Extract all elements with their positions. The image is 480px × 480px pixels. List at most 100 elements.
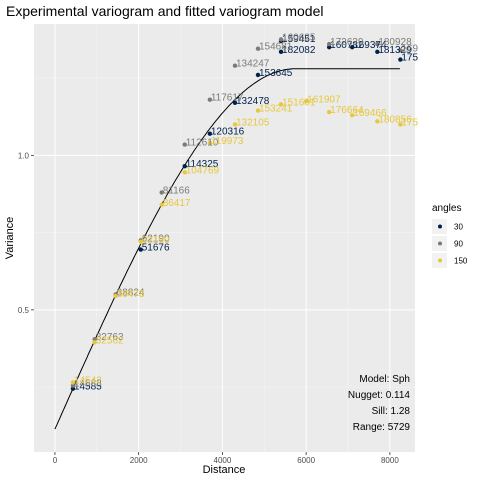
point-series-30 [207, 131, 213, 136]
point-label-series-150: 86417 [163, 198, 191, 209]
point-label-series-30: 14585 [74, 382, 102, 393]
model-annotation-line: Sill: 1.28 [372, 406, 411, 417]
ticks-layer: 0 2000 4000 6000 8000 0.5 1.0 [18, 151, 399, 465]
point-series-30 [398, 57, 403, 62]
point-series-150 [255, 108, 261, 113]
point-series-150 [398, 122, 403, 127]
point-label-series-90: 62190 [142, 233, 170, 244]
legend-swatch-30 [438, 224, 442, 229]
point-label-series-90: 154681 [259, 42, 293, 53]
point-label-series-90: 180928 [378, 37, 412, 48]
legend-swatch-150 [438, 258, 442, 263]
x-tick-label: 2000 [130, 456, 148, 465]
point-series-90 [207, 97, 213, 102]
y-tick-label: 1.0 [18, 151, 30, 160]
point-label-series-90: 38824 [117, 287, 145, 298]
point-label-series-30: 51676 [142, 243, 170, 254]
point-label-series-30: 182082 [282, 45, 316, 56]
point-label-series-150: 32562 [96, 335, 124, 346]
point-series-150 [159, 202, 164, 207]
x-tick-label: 8000 [381, 456, 399, 465]
point-series-150 [326, 109, 332, 115]
model-annotation: Model: Sph Nugget: 0.114 Sill: 1.28 Range: … [348, 374, 411, 433]
point-series-90 [70, 383, 76, 388]
point-label-series-90: 160625 [282, 32, 316, 43]
point-series-30 [349, 44, 355, 50]
legend-label-90: 90 [454, 240, 463, 249]
x-tick-label: 0 [53, 456, 58, 465]
point-label-series-90: 134247 [236, 59, 270, 70]
point-label-series-150: 161907 [307, 94, 341, 105]
chart-title: Experimental variogram and fitted variog… [6, 3, 323, 19]
point-series-90 [182, 142, 187, 147]
point-series-150 [375, 119, 380, 124]
point-label-series-30: 153645 [259, 68, 293, 79]
point-series-30 [255, 72, 261, 78]
y-tick-label: 0.5 [18, 306, 30, 315]
point-series-90 [278, 37, 284, 42]
point-series-150 [349, 112, 355, 118]
point-series-90 [255, 46, 261, 51]
legend: angles 30 90 150 [432, 203, 468, 268]
point-label-series-150: 62190 [142, 235, 170, 246]
point-label-series-150: 104769 [186, 165, 220, 176]
point-series-30 [375, 49, 380, 55]
model-annotation-line: Nugget: 0.114 [348, 390, 411, 401]
point-label-series-90: 169 [401, 43, 418, 54]
points-layer [70, 37, 403, 391]
point-series-150 [207, 140, 213, 146]
point-series-150 [92, 340, 97, 345]
point-label-series-90: 81166 [163, 185, 191, 196]
point-label-series-30: 160782 [330, 40, 364, 51]
point-series-30 [278, 49, 284, 55]
point-label-series-150: 132105 [236, 117, 270, 128]
point-series-30 [326, 44, 332, 50]
model-curve-layer [54, 68, 400, 430]
point-series-150 [232, 122, 238, 127]
point-series-30 [70, 386, 76, 391]
model-annotation-line: Range: 5729 [353, 422, 411, 433]
point-label-series-150: 169466 [353, 108, 387, 119]
point-series-150 [303, 99, 309, 104]
point-label-series-30: 114325 [186, 159, 219, 170]
y-axis-title: Variance [4, 217, 16, 260]
point-label-series-30: 159451 [282, 34, 316, 45]
point-label-series-150: 14542 [74, 375, 102, 386]
point-series-90 [159, 190, 164, 195]
x-tick-label: 4000 [214, 456, 232, 465]
point-series-90 [375, 41, 380, 47]
point-series-150 [138, 239, 143, 245]
point-series-30 [232, 100, 238, 106]
point-label-series-90: 172639 [330, 37, 364, 48]
legend-title: angles [432, 203, 461, 214]
grid-layer [34, 24, 415, 452]
point-series-90 [92, 337, 97, 342]
point-label-series-150: 151601 [282, 97, 316, 108]
point-label-series-30: 132478 [236, 96, 270, 107]
point-label-series-150: 176664 [330, 105, 364, 116]
point-series-150 [113, 293, 118, 299]
point-label-series-150: 175 [401, 117, 418, 128]
point-series-90 [326, 41, 332, 47]
point-label-series-150: 119973 [211, 136, 244, 147]
x-tick-label: 6000 [297, 456, 315, 465]
point-series-90 [232, 63, 238, 68]
point-label-series-90: 112610 [186, 138, 219, 149]
model-annotation-line: Model: Sph [359, 374, 410, 385]
x-axis-title: Distance [203, 464, 246, 476]
point-series-150 [182, 170, 187, 175]
point-label-series-150: 153241 [259, 104, 293, 115]
legend-label-150: 150 [454, 257, 468, 266]
legend-label-30: 30 [454, 223, 463, 232]
point-series-150 [70, 380, 76, 385]
point-label-series-90: 32763 [96, 332, 124, 343]
point-label-series-30: 181329 [378, 45, 412, 56]
point-label-series-90: 14583 [74, 379, 102, 390]
point-labels-layer: 14585 51676 114325 120316 132478 153645 182082… [74, 32, 419, 392]
point-series-90 [398, 48, 403, 53]
point-series-30 [138, 247, 143, 252]
point-label-series-150: 180856 [378, 114, 412, 125]
point-label-series-30: 175 [401, 53, 418, 64]
point-series-150 [278, 102, 284, 107]
